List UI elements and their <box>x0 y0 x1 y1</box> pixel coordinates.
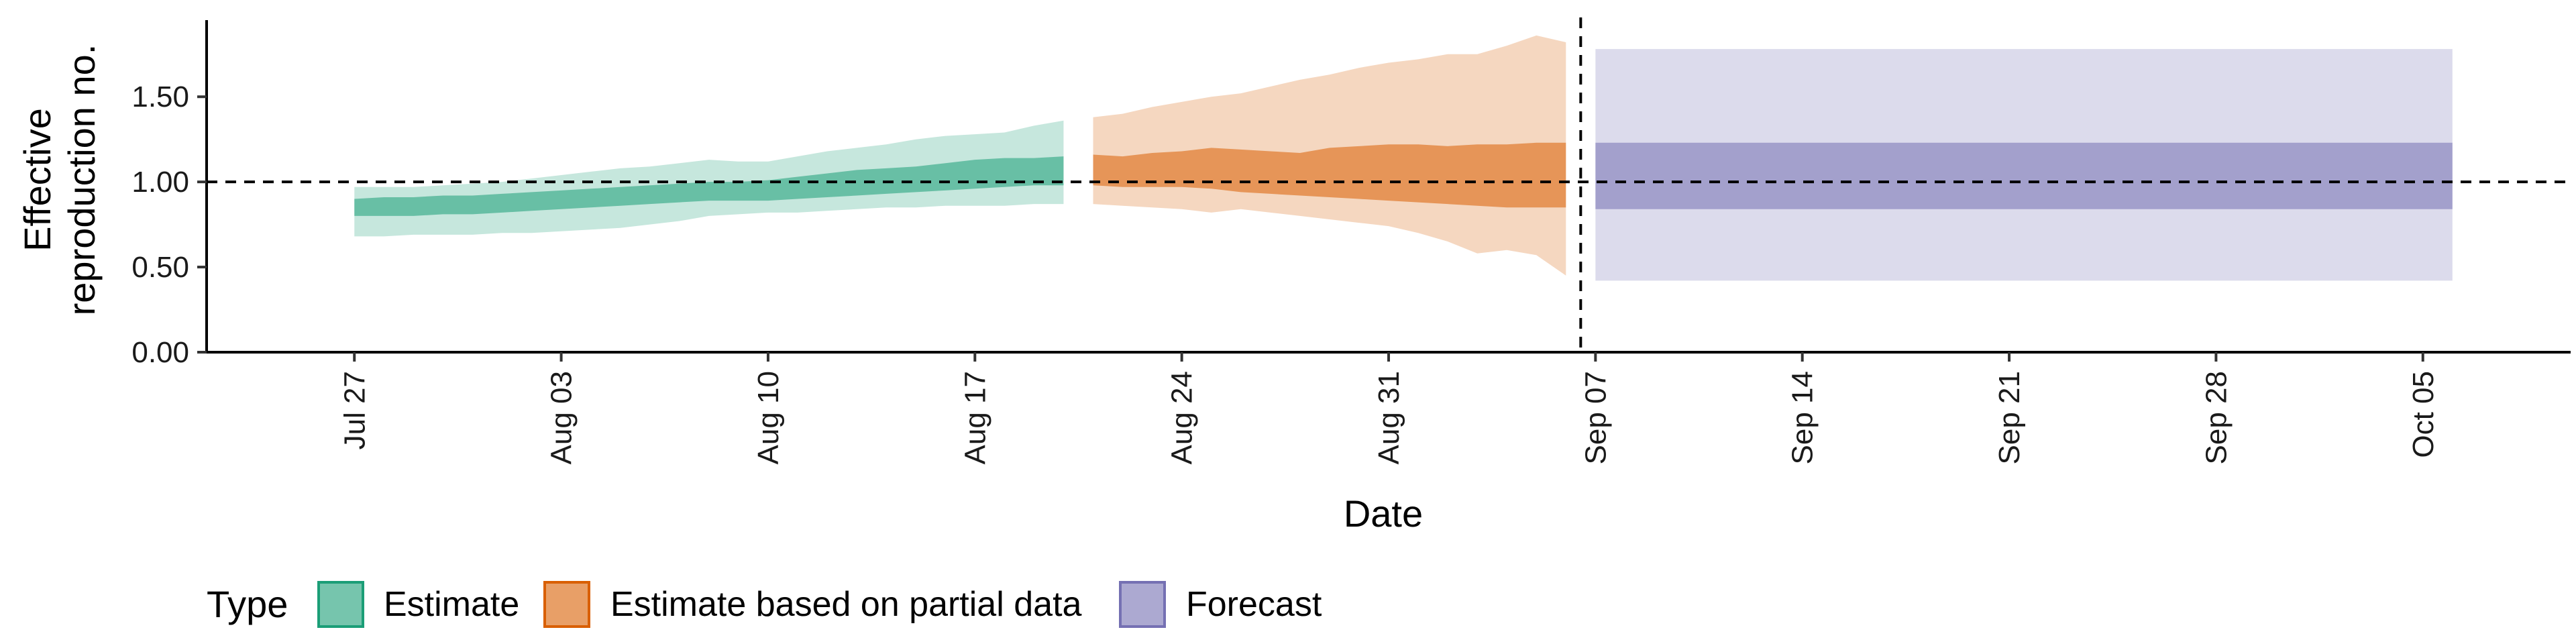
credible-interval-bands <box>354 35 2453 281</box>
y-axis-title-line-1: Effective <box>16 108 58 252</box>
y-tick-label-1: 0.50 <box>131 251 189 284</box>
y-axis-title: Effective reproduction no. <box>16 44 103 316</box>
legend-key-partial <box>543 581 590 628</box>
band-50-forecast <box>1595 142 2453 209</box>
legend-key-estimate <box>317 581 364 628</box>
band-50-estimate-based-on-partial-data <box>1093 142 1566 208</box>
legend-label-forecast: Forecast <box>1186 585 1322 624</box>
y-tick-label-2: 1.00 <box>131 166 189 199</box>
x-tick-label-7: Sep 14 <box>1786 371 1819 464</box>
band-50-estimate <box>354 156 1064 216</box>
x-tick-label-5: Aug 31 <box>1373 371 1405 464</box>
y-axis-title-line-2: reproduction no. <box>60 44 103 316</box>
legend-label-estimate: Estimate <box>384 585 519 624</box>
x-tick-label-10: Oct 05 <box>2407 371 2440 458</box>
x-tick-label-1: Aug 03 <box>545 371 578 464</box>
y-tick-label-3: 1.50 <box>131 80 189 113</box>
tick-labels: 0.00 0.50 1.00 1.50 Jul 27 Aug 03 Aug 10 Aug 17… <box>131 80 2439 464</box>
legend: Type Estimate Estimate based on partial … <box>207 581 1322 628</box>
x-tick-label-8: Sep 21 <box>1993 371 2026 464</box>
y-tick-label-0: 0.00 <box>131 336 189 369</box>
legend-key-forecast <box>1119 581 1166 628</box>
x-tick-label-4: Aug 24 <box>1166 371 1199 464</box>
legend-title: Type <box>207 583 288 625</box>
x-tick-label-3: Aug 17 <box>959 371 991 464</box>
x-tick-label-9: Sep 28 <box>2200 371 2233 464</box>
legend-label-partial: Estimate based on partial data <box>610 585 1082 624</box>
x-tick-label-0: Jul 27 <box>338 371 371 449</box>
x-tick-label-6: Sep 07 <box>1579 371 1612 464</box>
x-tick-label-2: Aug 10 <box>752 371 785 464</box>
x-axis-title: Date <box>1344 492 1423 535</box>
axes <box>197 20 2571 362</box>
